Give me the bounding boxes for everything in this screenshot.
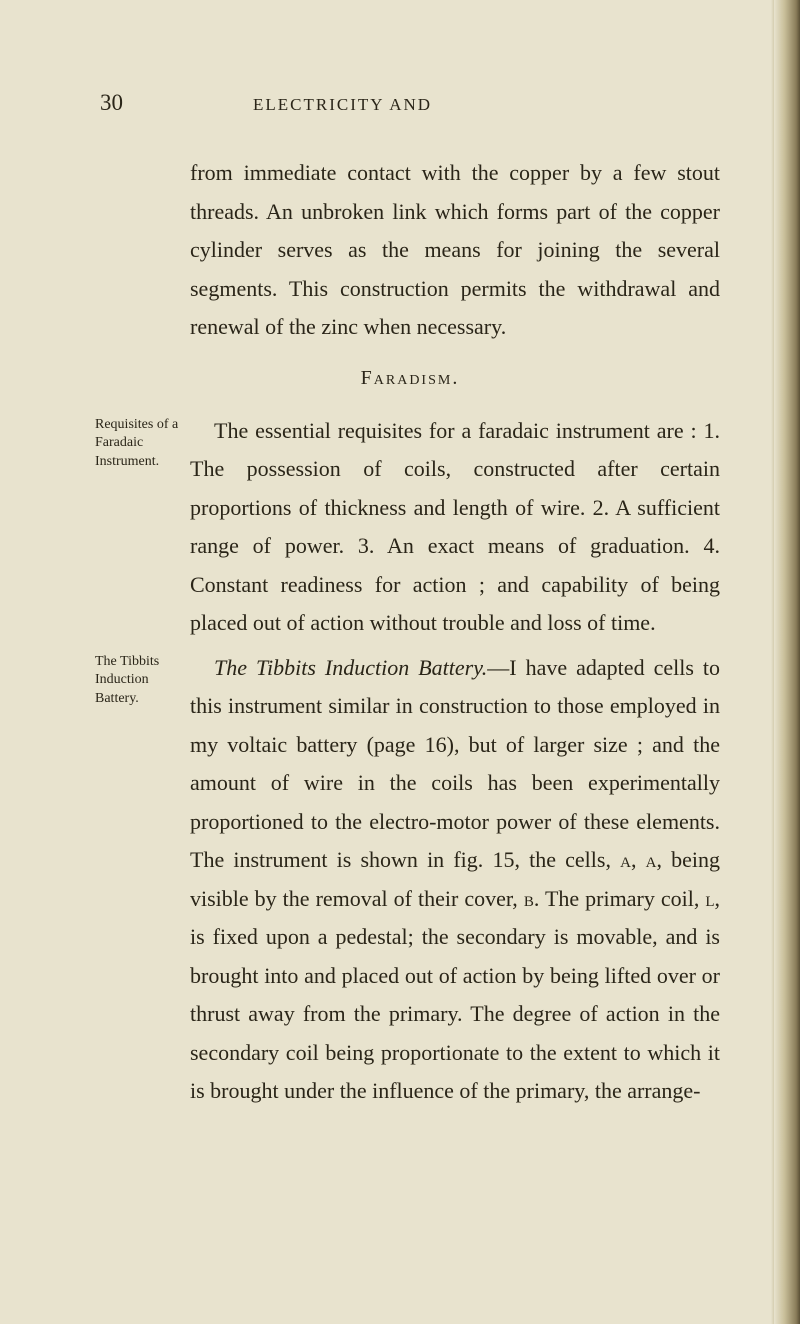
margin-note-requisites: Requisites of a Faradaic Instrument. [95, 416, 190, 473]
paragraph-1: from immediate contact with the copper b… [190, 154, 720, 347]
para3-text-a: —I have adapted cells to this instrument… [190, 655, 720, 873]
book-edge [774, 0, 800, 1324]
paragraph-2: The essential requisites for a faradaic … [190, 412, 720, 643]
section-block-2: The Tibbits Induction Battery. The Tibbi… [100, 649, 720, 1111]
para3-smallcaps-a: a, a, [620, 847, 662, 872]
page-number: 30 [100, 90, 123, 116]
page-header: 30 ELECTRICITY AND [100, 90, 720, 116]
section-block-1: Requisites of a Faradaic Instrument. The… [100, 412, 720, 643]
section-heading: Faradism. [100, 367, 720, 390]
para3-smallcaps-b: b. [524, 886, 540, 911]
para3-smallcaps-l: l, [705, 886, 720, 911]
para3-text-d: is fixed upon a pedestal; the secondary … [190, 924, 720, 1103]
document-page: 30 ELECTRICITY AND from immediate contac… [0, 0, 800, 1324]
margin-note-tibbits: The Tibbits Induction Battery. [95, 653, 190, 710]
para3-text-c: The primary coil, [539, 886, 705, 911]
paragraph-3: The Tibbits Induction Battery.—I have ad… [190, 649, 720, 1111]
para3-italic-title: The Tibbits Induction Battery. [214, 655, 487, 680]
running-title: ELECTRICITY AND [253, 95, 432, 115]
